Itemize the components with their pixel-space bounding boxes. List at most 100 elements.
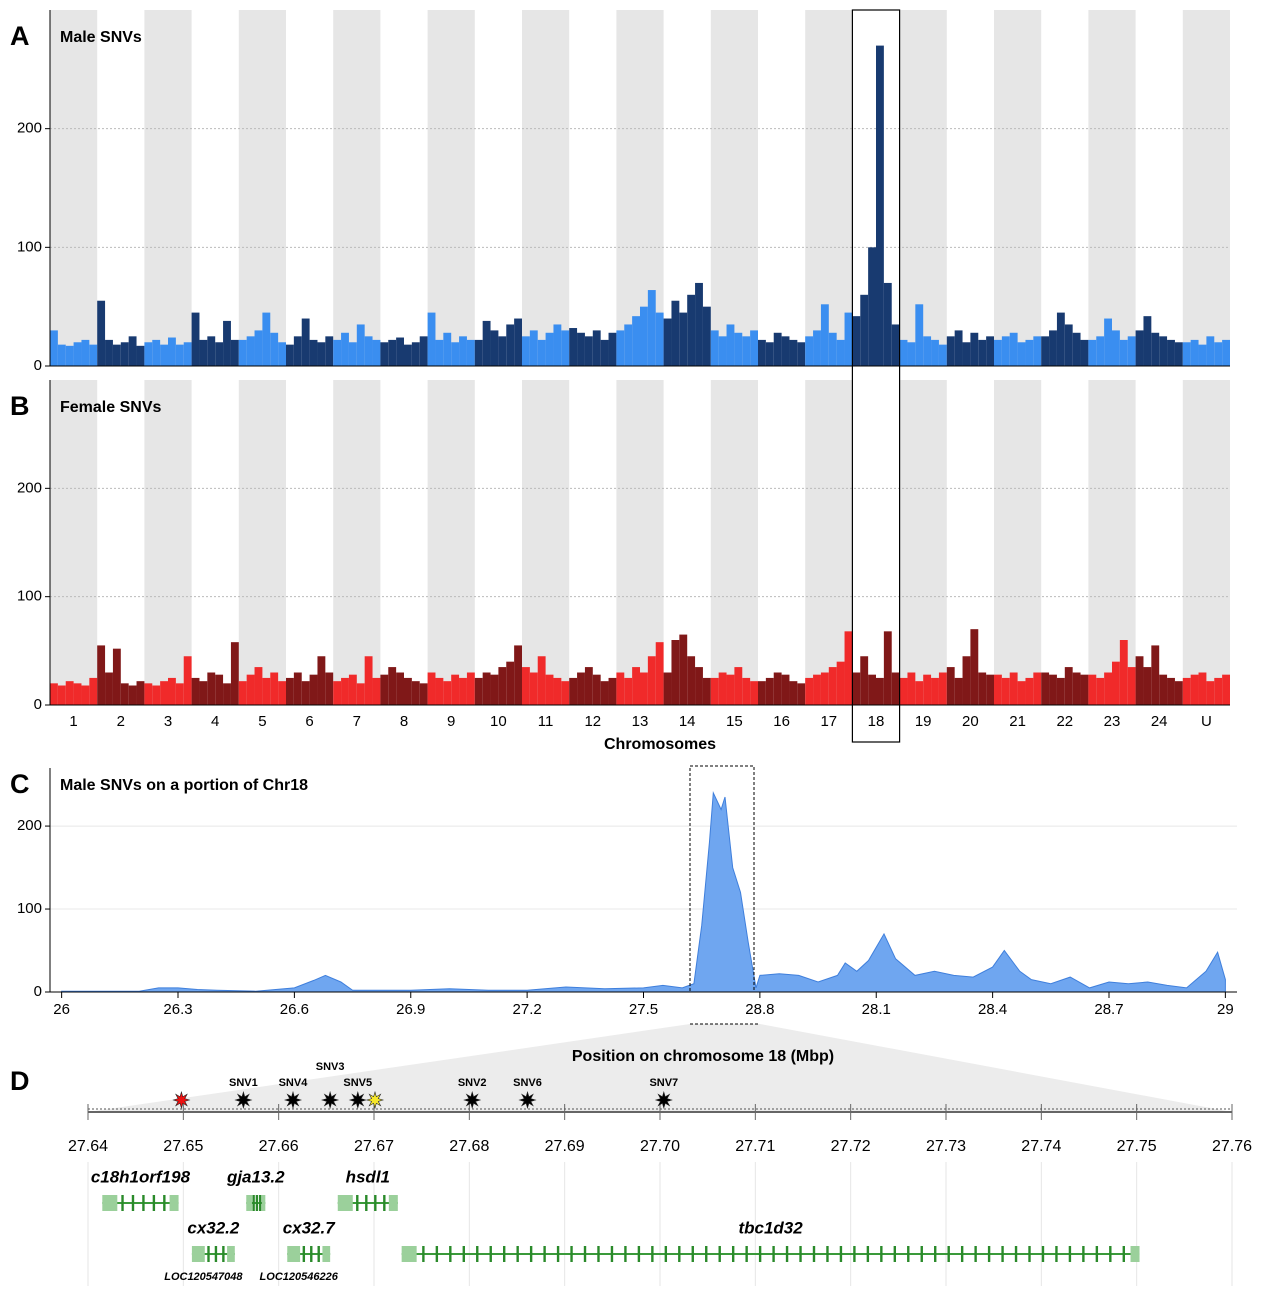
- zoom-funnel: [88, 1024, 1232, 1112]
- snv-column: [451, 342, 460, 366]
- snv-column: [883, 282, 892, 366]
- snv-column: [262, 312, 271, 366]
- x-tick-label: 27.68: [449, 1138, 489, 1155]
- gene-exon: [624, 1246, 627, 1262]
- snv-column: [474, 339, 483, 366]
- gene-exon: [960, 1246, 964, 1262]
- snv-column: [223, 320, 231, 366]
- snv-column: [270, 672, 279, 705]
- gene-alias: LOC120546226: [260, 1271, 339, 1283]
- snv-column: [73, 683, 82, 705]
- snv-column: [773, 672, 782, 705]
- snv-column: [742, 677, 751, 705]
- snv-column: [994, 674, 1002, 705]
- gene-exon: [637, 1246, 641, 1262]
- snv-column: [411, 681, 420, 705]
- snv-column: [931, 677, 939, 705]
- snv-marker: [654, 1090, 673, 1110]
- snv-column: [577, 672, 585, 705]
- snv-column: [388, 339, 397, 366]
- x-tick-label: 18: [868, 713, 885, 730]
- x-tick-label: U: [1201, 713, 1212, 730]
- snv-column: [112, 648, 121, 705]
- y-tick-label: 200: [17, 479, 42, 496]
- gene-label: c18h1orf198: [91, 1167, 191, 1186]
- snv-column: [907, 342, 916, 366]
- band-bg: [1182, 10, 1230, 366]
- gene-exon: [1001, 1246, 1004, 1262]
- gene-exon: [374, 1195, 377, 1211]
- x-tick-label: 5: [258, 713, 266, 730]
- snv-column: [891, 672, 900, 705]
- gene-utr: [102, 1195, 118, 1211]
- snv-column: [1190, 339, 1199, 366]
- snv-column: [136, 681, 145, 705]
- gene-exon: [1095, 1246, 1099, 1262]
- snv-column: [820, 304, 829, 366]
- gene-exon: [772, 1246, 775, 1262]
- snv-column: [1127, 336, 1136, 366]
- x-tick-label: 26.6: [280, 1001, 309, 1018]
- snv-column: [561, 681, 570, 705]
- snv-column: [773, 332, 782, 366]
- snv-column: [592, 330, 601, 366]
- gene-exon: [317, 1246, 320, 1262]
- gene-exon: [597, 1246, 600, 1262]
- zoom-box: [689, 765, 755, 993]
- gene-exon: [516, 1246, 519, 1262]
- gene-alias: LOC120547048: [164, 1271, 243, 1283]
- snv-column: [640, 672, 648, 705]
- snv-column: [293, 672, 302, 705]
- snv-column: [883, 631, 892, 705]
- snv-column: [1167, 339, 1175, 366]
- band-bg: [238, 10, 286, 366]
- snv-column: [270, 332, 279, 366]
- snv-column: [254, 667, 263, 705]
- snv-column: [490, 674, 499, 705]
- snv-column: [1088, 674, 1097, 705]
- snv-column: [569, 328, 578, 366]
- gene-exon: [758, 1246, 762, 1262]
- snv-column: [286, 344, 294, 366]
- snv-column: [466, 339, 475, 366]
- snv-column: [183, 656, 192, 705]
- gene-exon: [664, 1246, 668, 1262]
- snv-column: [120, 342, 129, 366]
- snv-column: [1041, 336, 1050, 366]
- snv-column: [561, 330, 570, 366]
- gene-exon: [1028, 1246, 1031, 1262]
- snv-column: [57, 344, 66, 366]
- x-tick-label: 27.75: [1117, 1138, 1157, 1155]
- snv-column: [427, 672, 436, 705]
- snv-column: [632, 667, 640, 705]
- gene-exon: [866, 1246, 870, 1262]
- gene-utr: [287, 1246, 301, 1262]
- snv-column: [1080, 339, 1089, 366]
- gene-exon: [252, 1195, 255, 1211]
- snv-column: [246, 674, 255, 705]
- band-bg: [144, 380, 192, 705]
- band-bg: [50, 10, 98, 366]
- snv-column: [915, 304, 924, 366]
- snv-column: [175, 344, 184, 366]
- x-tick-label: 27.74: [1021, 1138, 1061, 1155]
- gene-exon: [826, 1246, 829, 1262]
- x-tick-label: 2: [117, 713, 125, 730]
- snv-column: [105, 672, 113, 705]
- snv-column: [820, 672, 829, 705]
- x-tick-label: 27.72: [831, 1138, 871, 1155]
- x-tick-label: 28.1: [862, 1001, 891, 1018]
- snv-column: [301, 681, 310, 705]
- snv-column: [215, 674, 224, 705]
- gene-exon: [222, 1246, 225, 1262]
- snv-column: [191, 677, 200, 705]
- snv-column: [262, 677, 271, 705]
- snv-column: [600, 681, 609, 705]
- snv-column: [443, 332, 452, 366]
- snv-column: [238, 339, 247, 366]
- snv-column: [1096, 677, 1105, 705]
- snv-column: [1214, 342, 1223, 366]
- y-tick-label: 100: [17, 238, 42, 255]
- snv-column: [89, 677, 98, 705]
- snv-column: [718, 672, 727, 705]
